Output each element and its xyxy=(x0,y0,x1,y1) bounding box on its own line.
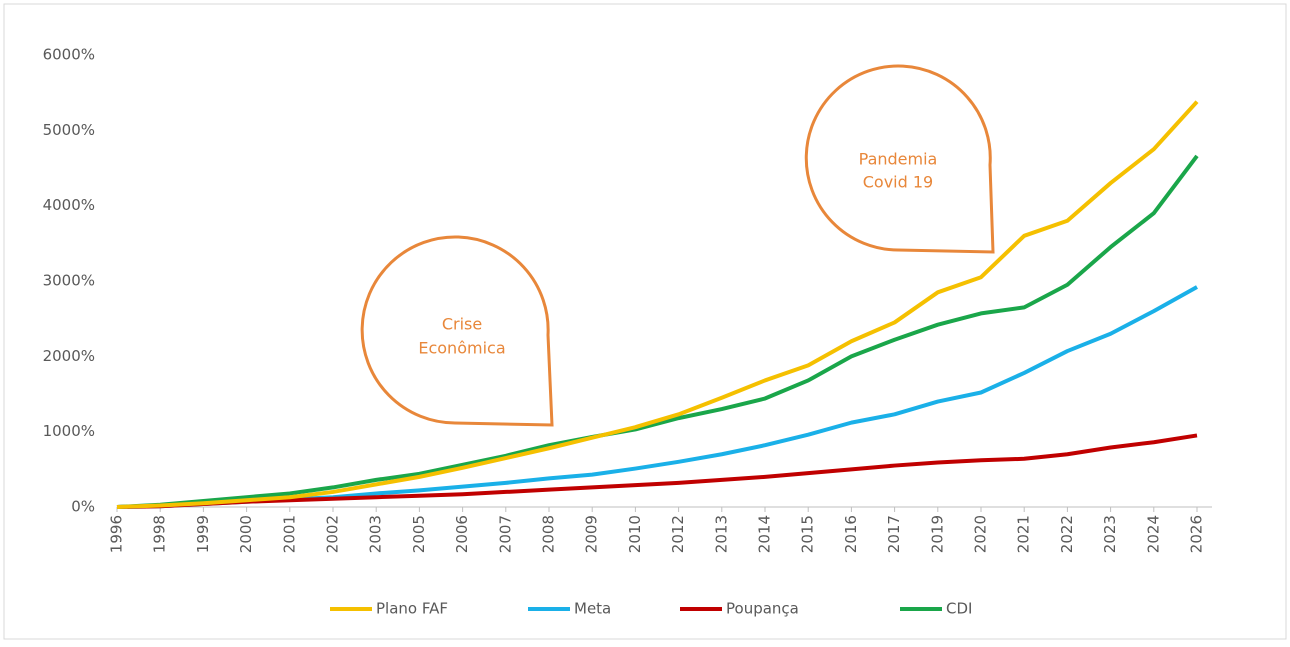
x-tick-label: 2026 xyxy=(1188,515,1206,553)
x-tick-label: 2019 xyxy=(928,515,946,553)
x-tick-label: 2009 xyxy=(583,515,601,553)
annotation: Crise xyxy=(442,315,482,334)
x-tick-label: 2001 xyxy=(280,515,298,553)
x-tick-label: 2014 xyxy=(756,515,774,553)
legend-label: CDI xyxy=(946,600,972,618)
series-line xyxy=(116,433,1198,509)
x-tick-label: 2021 xyxy=(1015,515,1033,553)
x-tick-label: 2010 xyxy=(626,515,644,553)
y-tick-label: 5000% xyxy=(43,121,95,139)
x-tick-label: 2022 xyxy=(1058,515,1076,553)
x-tick-label: 2015 xyxy=(799,515,817,553)
y-tick-label: 2000% xyxy=(43,347,95,365)
y-tick-label: 6000% xyxy=(43,46,95,64)
x-tick-label: 2012 xyxy=(669,515,687,553)
x-tick-label: 2020 xyxy=(972,515,990,553)
x-tick-label: 2016 xyxy=(842,515,860,553)
annotation: Econômica xyxy=(418,339,505,358)
x-tick-label: 2024 xyxy=(1144,515,1162,553)
y-tick-label: 3000% xyxy=(43,272,95,290)
annotation: Pandemia xyxy=(859,150,938,169)
annotation: Covid 19 xyxy=(863,173,933,192)
y-tick-label: 0% xyxy=(71,498,95,516)
x-tick-label: 2000 xyxy=(237,515,255,553)
x-tick-label: 2013 xyxy=(712,515,730,553)
x-tick-label: 2005 xyxy=(410,515,428,553)
x-tick-label: 2023 xyxy=(1101,515,1119,553)
series-line xyxy=(116,100,1199,509)
x-tick-label: 2003 xyxy=(367,515,385,553)
x-tick-label: 2017 xyxy=(885,515,903,553)
x-tick-label: 2007 xyxy=(496,515,514,553)
x-tick-label: 2006 xyxy=(453,515,471,553)
callout-bubble xyxy=(804,64,995,254)
legend-label: Poupança xyxy=(726,600,799,618)
legend-label: Meta xyxy=(574,600,611,618)
y-tick-label: 1000% xyxy=(43,422,95,440)
x-tick-label: 2002 xyxy=(324,515,342,553)
x-tick-label: 1996 xyxy=(108,515,126,553)
y-tick-label: 4000% xyxy=(43,196,95,214)
x-tick-label: 1998 xyxy=(151,515,169,553)
x-tick-label: 2008 xyxy=(540,515,558,553)
series-line xyxy=(116,154,1199,509)
chart-border xyxy=(3,3,1287,640)
legend-label: Plano FAF xyxy=(376,600,448,618)
x-tick-label: 1999 xyxy=(194,515,212,553)
callout-bubble xyxy=(360,235,554,427)
